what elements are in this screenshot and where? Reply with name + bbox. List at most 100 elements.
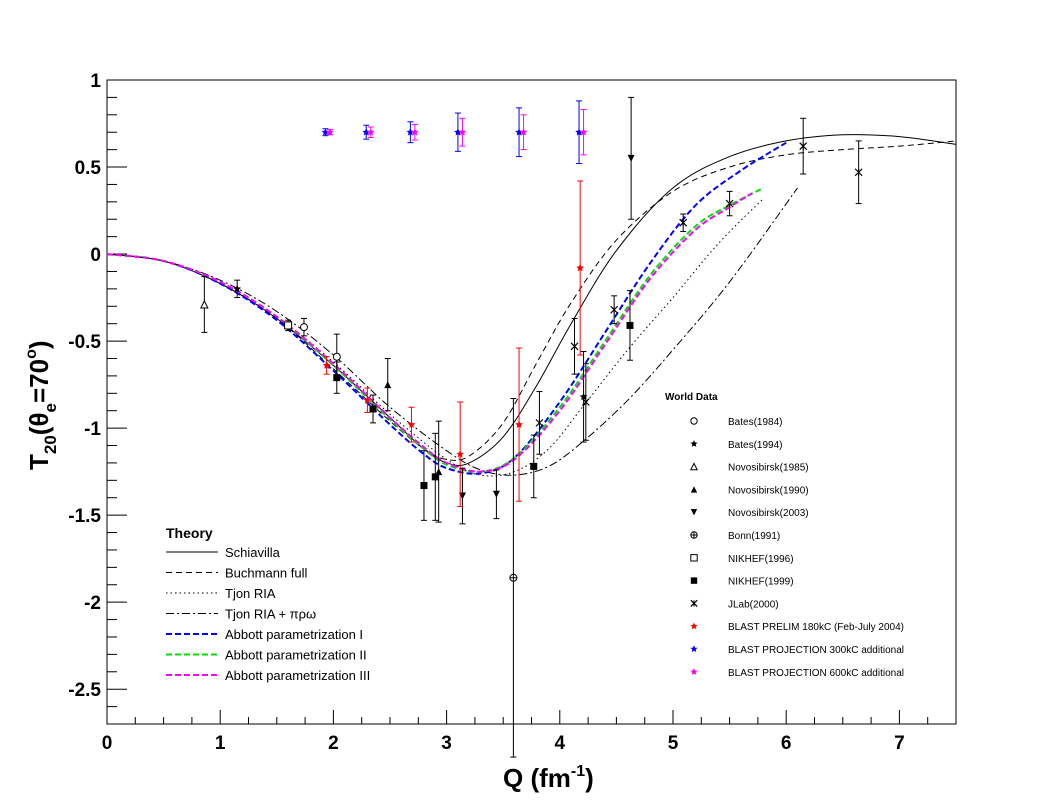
data-legend-entry: Novosibirsk(1985) <box>689 462 809 474</box>
x-tick-labels: 0 1 2 3 4 5 6 7 <box>102 733 905 754</box>
y-tick-label: -2.5 <box>68 680 101 701</box>
theory-legend: Theory Schiavilla Buchmann full Tjon RIA Tj… <box>166 525 370 683</box>
data-point <box>435 420 443 523</box>
data-legend-label: Novosibirsk(2003) <box>728 508 809 519</box>
data-point <box>535 391 544 455</box>
theory-legend-label: Abbott parametrization II <box>225 648 367 663</box>
theory-legend-label: Abbott parametrization III <box>225 668 370 683</box>
data-point <box>431 432 439 521</box>
data-point <box>576 180 584 356</box>
data-point <box>610 295 619 325</box>
theory-legend-entry: Buchmann full <box>166 566 307 581</box>
theory-legend-title: Theory <box>166 525 213 541</box>
data-point <box>509 398 518 758</box>
data-point <box>326 128 334 136</box>
data-legend-label: Bonn(1991) <box>728 531 780 542</box>
data-point <box>367 126 375 138</box>
data-legend: World Data Bates(1984) Bates(1994) Novosib… <box>665 392 904 679</box>
y-tick-label: -0.5 <box>68 332 101 353</box>
data-point <box>854 140 863 205</box>
theory-curve-6 <box>106 187 765 473</box>
data-point <box>725 190 734 217</box>
data-point <box>626 290 634 361</box>
data-point <box>679 213 688 232</box>
theory-curve-5 <box>106 141 787 475</box>
data-legend-entry: BLAST PRELIM 180kC (Feb-July 2004) <box>690 622 904 633</box>
y-tick-label: 0 <box>90 245 101 266</box>
theory-legend-label: Tjon RIA <box>225 586 276 601</box>
data-point <box>519 114 528 151</box>
theory-legend-entry: Abbott parametrization II <box>166 648 367 663</box>
data-point <box>333 361 341 394</box>
x-tick-label: 6 <box>781 733 792 754</box>
x-tick-label: 2 <box>328 733 339 754</box>
theory-legend-entry: Tjon RIA <box>166 586 276 601</box>
x-tick-label: 7 <box>894 733 905 754</box>
data-point <box>411 123 419 141</box>
data-point <box>579 109 588 156</box>
theory-legend-label: Abbott parametrization I <box>225 627 363 642</box>
data-point <box>322 356 331 375</box>
theory-legend-entry: Schiavilla <box>166 545 281 560</box>
x-tick-label: 4 <box>555 733 566 754</box>
data-legend-entry: Novosibirsk(1990) <box>690 485 809 496</box>
x-tick-label: 1 <box>215 733 226 754</box>
data-point <box>200 276 209 333</box>
y-axis-label: T20(θe=70o) <box>23 340 60 470</box>
data-legend-entry: Bonn(1991) <box>690 531 780 542</box>
data-point <box>515 107 523 158</box>
data-legend-items: Bates(1984) Bates(1994) Novosibirsk(1985) N… <box>689 417 904 679</box>
data-point <box>530 434 538 499</box>
axis-ticks <box>106 79 957 725</box>
data-points <box>200 96 863 758</box>
y-tick-label: 1 <box>90 71 101 92</box>
data-point <box>384 357 392 412</box>
data-legend-entry: BLAST PROJECTION 600kC additional <box>690 668 904 679</box>
theory-legend-entry: Tjon RIA + πρω <box>166 607 316 622</box>
y-tick-label: -1.5 <box>68 506 101 527</box>
y-tick-labels: 1 0.5 0 -0.5 -1 -1.5 -2 -2.5 <box>68 71 101 701</box>
data-legend-label: Novosibirsk(1990) <box>728 485 809 496</box>
data-legend-label: BLAST PRELIM 180kC (Feb-July 2004) <box>728 622 904 633</box>
data-point <box>458 117 467 147</box>
x-tick-label: 5 <box>668 733 679 754</box>
theory-curve-4 <box>106 187 798 476</box>
data-point <box>321 128 330 137</box>
theory-legend-entry: Abbott parametrization I <box>166 627 363 642</box>
data-legend-label: Novosibirsk(1985) <box>728 463 809 474</box>
y-tick-label: -1 <box>84 419 101 440</box>
theory-legend-entry: Abbott parametrization III <box>166 668 370 683</box>
data-point <box>581 363 590 441</box>
data-legend-entry: Bates(1984) <box>690 417 782 428</box>
theory-curve-1 <box>106 134 957 466</box>
data-point <box>362 124 370 140</box>
data-point <box>284 319 293 332</box>
data-point <box>492 469 500 520</box>
data-legend-label: BLAST PROJECTION 300kC additional <box>728 645 904 656</box>
data-legend-entry: Novosibirsk(2003) <box>690 508 809 519</box>
data-point <box>454 112 462 152</box>
theory-legend-label: Tjon RIA + πρω <box>225 607 316 622</box>
data-point <box>575 100 583 165</box>
theory-legend-items: Schiavilla Buchmann full Tjon RIA Tjon RIA … <box>166 545 370 683</box>
data-point <box>369 394 377 424</box>
data-legend-label: JLab(2000) <box>728 599 779 610</box>
theory-curves <box>106 134 957 477</box>
theory-legend-label: Schiavilla <box>225 545 281 560</box>
y-tick-label: -2 <box>84 593 101 614</box>
x-tick-label: 0 <box>102 733 113 754</box>
y-tick-label: 0.5 <box>75 158 102 179</box>
data-point <box>406 121 415 144</box>
data-point <box>363 387 372 413</box>
data-point <box>299 317 308 337</box>
data-point <box>233 279 241 299</box>
data-legend-entry: NIKHEF(1996) <box>690 554 794 565</box>
data-point <box>515 347 523 502</box>
data-legend-entry: NIKHEF(1999) <box>690 577 794 588</box>
x-axis-label: Q (fm-1) <box>503 763 594 793</box>
theory-legend-label: Buchmann full <box>225 566 307 581</box>
theory-curve-7 <box>106 192 753 473</box>
data-legend-label: NIKHEF(1999) <box>728 577 794 588</box>
data-point <box>407 406 416 443</box>
